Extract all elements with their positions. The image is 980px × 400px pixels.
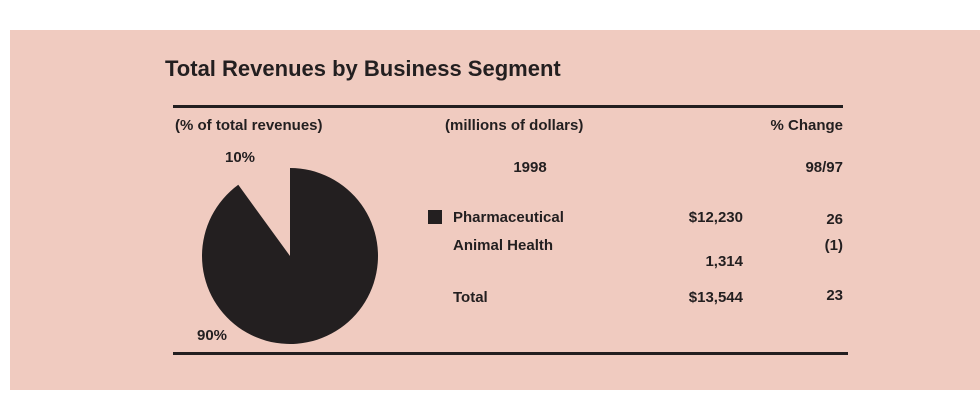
percent-change: 23 bbox=[826, 287, 843, 304]
pie-slice bbox=[202, 168, 379, 344]
panel bbox=[10, 30, 980, 390]
revenue: $13,544 bbox=[689, 289, 744, 306]
slice-label: 10% bbox=[225, 149, 255, 166]
row-label: Animal Health bbox=[453, 237, 553, 254]
revenue: 1,314 bbox=[705, 253, 743, 270]
legend-swatch bbox=[428, 210, 442, 224]
bottom-rule bbox=[173, 352, 848, 355]
column-subheader: 1998 bbox=[513, 159, 546, 176]
percent-change: 26 bbox=[826, 211, 843, 228]
title: Total Revenues by Business Segment bbox=[165, 56, 561, 81]
slice-label: 90% bbox=[197, 327, 227, 344]
row-label: Pharmaceutical bbox=[453, 209, 564, 226]
column-subheader: 98/97 bbox=[805, 159, 843, 176]
percent-change: (1) bbox=[825, 237, 843, 254]
top-rule bbox=[173, 105, 843, 108]
column-header: % Change bbox=[770, 117, 843, 134]
column-header: (millions of dollars) bbox=[445, 117, 583, 134]
pie-subtitle: (% of total revenues) bbox=[175, 117, 323, 134]
row-label: Total bbox=[453, 289, 488, 306]
revenue: $12,230 bbox=[689, 209, 743, 226]
